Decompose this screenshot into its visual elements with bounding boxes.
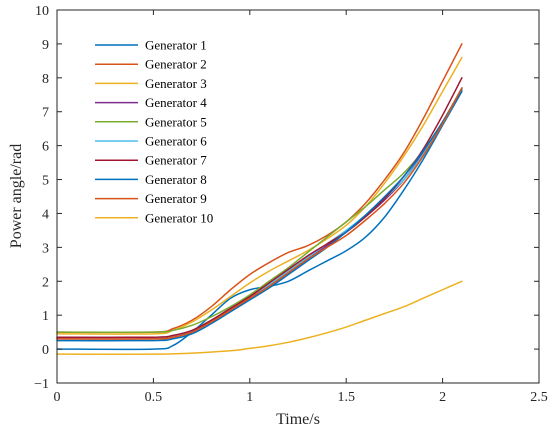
y-tick-label: 0: [42, 343, 49, 358]
legend-label: Generator 7: [145, 153, 207, 168]
y-tick-label: 7: [42, 106, 49, 121]
series-line-generator-9: [56, 87, 463, 340]
x-tick-labels: 0 0.5 1 1.5 2 2.5: [54, 390, 548, 405]
x-axis-title: Time/s: [276, 411, 320, 428]
y-tick-label: 4: [42, 207, 49, 222]
legend-label: Generator 2: [145, 57, 207, 72]
series-group: [56, 43, 463, 356]
series-line-generator-1: [56, 90, 463, 351]
legend-label: Generator 6: [145, 134, 207, 149]
series-line-generator-3: [56, 56, 463, 335]
series-line-generator-8: [56, 88, 463, 342]
plot-area: [56, 9, 540, 384]
y-tick-label: 10: [35, 4, 49, 19]
y-tick-label: 2: [42, 275, 49, 290]
y-tick-label: 1: [42, 309, 49, 324]
legend: Generator 1 Generator 2 Generator 3 Generat…: [95, 38, 213, 225]
x-tick-label: 2.5: [530, 390, 548, 405]
ticks-group: [56, 9, 540, 384]
y-tick-label: −1: [34, 377, 49, 392]
x-tick-label: 1.5: [337, 390, 355, 405]
x-tick-label: 0.5: [145, 390, 163, 405]
legend-label: Generator 1: [145, 38, 207, 53]
legend-label: Generator 9: [145, 191, 207, 206]
legend-label: Generator 4: [145, 95, 207, 110]
y-tick-label: 3: [42, 241, 49, 256]
x-tick-label: 1: [246, 390, 253, 405]
y-tick-label: 6: [42, 140, 49, 155]
legend-label: Generator 8: [145, 172, 207, 187]
plot-background: [57, 10, 539, 383]
y-tick-label: 8: [42, 72, 49, 87]
x-tick-label: 0: [54, 390, 61, 405]
legend-label: Generator 5: [145, 114, 207, 129]
y-tick-label: 5: [42, 174, 49, 189]
legend-label: Generator 10: [145, 210, 213, 225]
y-axis-title: Power angle/rad: [8, 144, 25, 248]
y-tick-labels: −1 0 1 2 3 4 5 6 7 8 9 10: [34, 4, 49, 392]
legend-label: Generator 3: [145, 76, 207, 91]
y-tick-label: 9: [42, 38, 49, 53]
x-tick-label: 2: [439, 390, 446, 405]
series-line-generator-5: [56, 87, 463, 334]
series-line-generator-2: [56, 43, 463, 334]
series-line-generator-10: [56, 280, 463, 356]
